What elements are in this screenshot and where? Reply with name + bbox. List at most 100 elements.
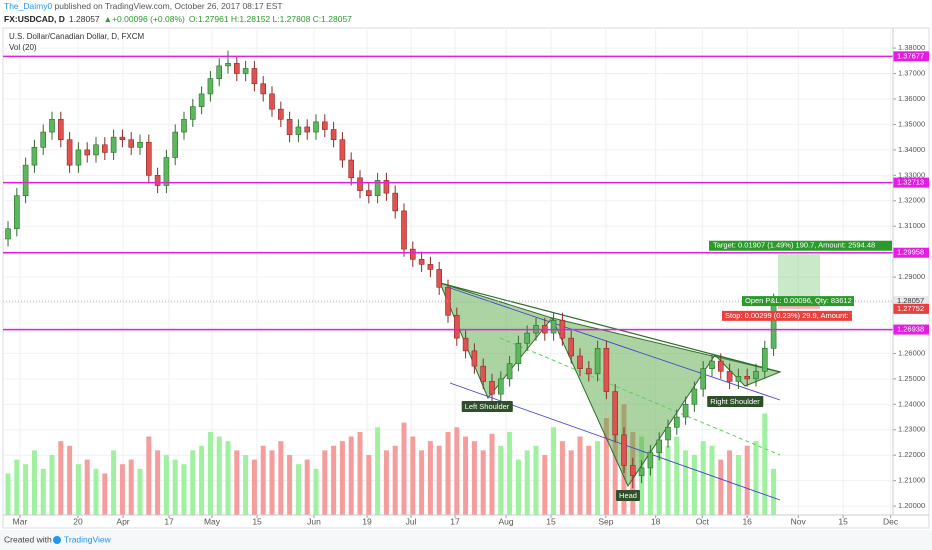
y-tick-label: 1.35000 [898,119,925,128]
x-tick-label: 15 [252,516,262,526]
level-label: 1.29958 [897,248,924,257]
candle-body [66,139,73,166]
candle-body [137,141,143,148]
candle-body [726,370,733,382]
candle-body [322,121,328,130]
volume-bar [31,450,37,515]
y-tick-label: 1.33000 [898,170,925,179]
pattern-label-box [616,489,640,501]
footer-bar [0,530,932,550]
volume-bar [243,455,249,515]
volume-bar [507,431,513,515]
dashed-line[interactable] [499,337,781,456]
pnl-label-box [742,296,854,307]
y-tick-label: 1.37000 [898,69,925,78]
neckline[interactable] [439,282,781,373]
last-price: 1.28057 [69,14,100,24]
candle-body [410,248,416,260]
volume-bar [419,450,425,515]
y-tick-label: 1.32000 [898,196,925,205]
candle-body [418,258,425,265]
candle-body [234,63,240,74]
x-tick-label: 18 [651,516,661,526]
channel-upper[interactable] [449,287,781,401]
x-tick-label: 17 [450,516,460,526]
candle-body [577,355,583,369]
volume-bar [568,450,574,515]
volume-bar [771,468,777,515]
y-tick-label: 1.34000 [898,145,925,154]
candle-body [128,139,135,148]
x-tick-label: Nov [791,516,807,526]
x-tick-label: Jun [307,516,321,526]
candle-body [366,190,372,196]
volume-bar [357,431,363,515]
volume-bar [348,436,354,515]
volume-bar [313,468,319,515]
volume-bar [718,459,724,515]
volume-bar [559,441,565,515]
volume-bar [339,441,345,515]
candle-body [480,365,486,382]
footer-brand[interactable]: TradingView [64,534,112,544]
candle-body [603,348,610,392]
candle-body [14,195,20,230]
volume-bar [128,459,134,515]
volume-bar [463,436,469,515]
x-tick-label: May [204,516,221,526]
pattern-label: Left Shoulder [465,402,510,411]
candle-body [102,144,108,153]
volume-bar [84,459,90,515]
candle-body [154,175,161,186]
volume-bar [58,441,64,515]
y-tick-label: 1.38000 [898,43,925,52]
volume-bar [375,427,381,515]
volume-bar [401,422,407,515]
candle-body [656,439,662,453]
x-tick-label: 20 [73,516,83,526]
x-tick-label: 19 [362,516,372,526]
candle-body [198,93,205,107]
volume-bar [304,459,310,515]
symbol-line: FX:USDCAD, D 1.28057 ▲+0.00096 (+0.08%) O:1… [4,14,352,24]
author[interactable]: The_Daimy0 [4,1,52,11]
x-tick-label: Dec [883,516,899,526]
published: published on TradingView.com, October 26… [52,1,282,11]
pnl-label: Open P&L: 0.00096, Qty: 83612 [745,296,852,305]
volume-bar [190,450,196,515]
candle-body [709,360,715,369]
y-tick-label: 1.36000 [898,94,925,103]
volume-bar [163,455,169,515]
candle-body [313,121,319,133]
volume-bar [674,436,680,515]
volume-bar [524,450,530,515]
x-tick-label: 17 [164,516,174,526]
x-tick-label: Sep [598,516,613,526]
volume-bar [595,441,601,515]
candle-body [190,106,196,120]
volume-bar [75,464,81,515]
volume-bar [67,445,73,515]
x-tick-label: 15 [838,516,848,526]
symbol: FX:USDCAD, D [4,14,65,24]
candle-body [471,350,478,367]
candle-body [84,149,91,156]
volume-bar [111,450,117,515]
volume-bar [709,445,715,515]
candle-body [58,119,64,140]
volume-pane [5,404,777,515]
volume-bar [295,464,301,515]
candle-body [515,342,522,364]
stop-label: Stop: 0.00299 (0.23%) 29.9, Amount: 750 [725,311,863,320]
y-tick-label: 1.21000 [898,476,925,485]
candle-body [119,136,126,140]
pattern-label: Right Shoulder [710,397,760,406]
x-tick-label: 15 [546,516,556,526]
candle-body [383,180,390,194]
volume-bar [586,445,592,515]
candle-body [22,164,29,196]
volume-bar [647,450,653,515]
overlay: 1.37677 1.32713 1.29958 1.26938 Target: 0.01… [3,51,929,501]
volume-bar [498,445,504,515]
